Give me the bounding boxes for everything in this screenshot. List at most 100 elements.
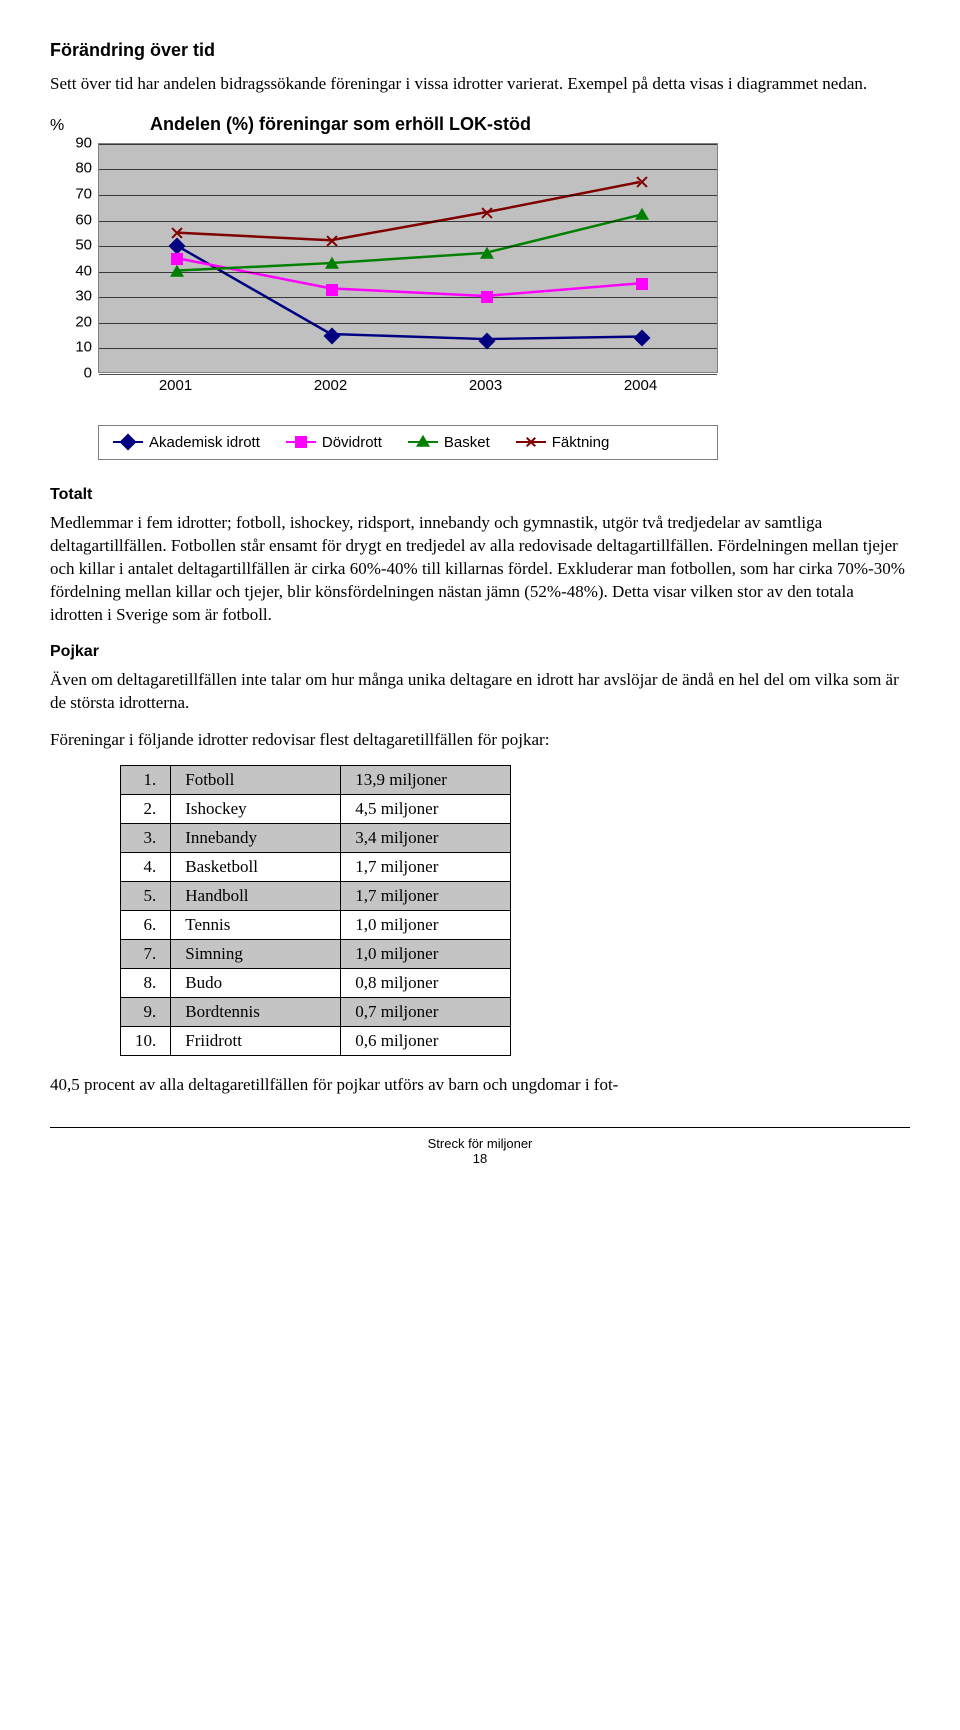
- gridline: [99, 272, 717, 273]
- plot-area: [98, 143, 718, 373]
- data-marker: [325, 234, 339, 248]
- y-tick-label: 40: [50, 262, 92, 279]
- table-cell: Fotboll: [171, 766, 341, 795]
- table-cell: 13,9 miljoner: [341, 766, 511, 795]
- chart-area: 01020304050607080902001200220032004: [50, 143, 750, 403]
- chart-title: Andelen (%) föreningar som erhöll LOK-st…: [150, 114, 531, 135]
- gridline: [99, 195, 717, 196]
- table-cell: 1,7 miljoner: [341, 882, 511, 911]
- intro-paragraph: Sett över tid har andelen bidragssökande…: [50, 73, 910, 96]
- legend-label: Basket: [444, 434, 490, 451]
- page-number: 18: [50, 1151, 910, 1166]
- table-cell: 5.: [121, 882, 171, 911]
- pojkar-lead: Föreningar i följande idrotter redovisar…: [50, 729, 910, 752]
- table-row: 5.Handboll1,7 miljoner: [121, 882, 511, 911]
- table-cell: 0,8 miljoner: [341, 969, 511, 998]
- table-cell: 1,7 miljoner: [341, 853, 511, 882]
- legend-label: Akademisk idrott: [149, 434, 260, 451]
- x-tick-label: 2003: [469, 377, 502, 394]
- table-row: 2.Ishockey4,5 miljoner: [121, 795, 511, 824]
- pojkar-table: 1.Fotboll13,9 miljoner2.Ishockey4,5 milj…: [120, 765, 511, 1056]
- table-cell: Handboll: [171, 882, 341, 911]
- x-tick-label: 2002: [314, 377, 347, 394]
- legend-item: Basket: [408, 434, 490, 451]
- table-cell: 3,4 miljoner: [341, 824, 511, 853]
- table-cell: 4.: [121, 853, 171, 882]
- y-tick-label: 70: [50, 186, 92, 203]
- table-cell: 7.: [121, 940, 171, 969]
- table-row: 4.Basketboll1,7 miljoner: [121, 853, 511, 882]
- chart-container: % Andelen (%) föreningar som erhöll LOK-…: [50, 114, 750, 460]
- y-axis-percent-label: %: [50, 117, 90, 135]
- y-tick-label: 10: [50, 339, 92, 356]
- table-cell: 2.: [121, 795, 171, 824]
- table-cell: Ishockey: [171, 795, 341, 824]
- table-cell: 1,0 miljoner: [341, 940, 511, 969]
- data-marker: [171, 253, 183, 265]
- footer-title: Streck för miljoner: [50, 1136, 910, 1151]
- table-cell: Bordtennis: [171, 998, 341, 1027]
- y-tick-label: 20: [50, 313, 92, 330]
- gridline: [99, 374, 717, 375]
- table-cell: 9.: [121, 998, 171, 1027]
- table-cell: 0,6 miljoner: [341, 1027, 511, 1056]
- table-cell: 3.: [121, 824, 171, 853]
- table-cell: 6.: [121, 911, 171, 940]
- table-row: 6.Tennis1,0 miljoner: [121, 911, 511, 940]
- data-marker: [481, 291, 493, 303]
- table-row: 3.Innebandy3,4 miljoner: [121, 824, 511, 853]
- pojkar-paragraph: Även om deltagaretillfällen inte talar o…: [50, 669, 910, 715]
- data-marker: [170, 265, 184, 277]
- data-marker: [480, 247, 494, 259]
- table-cell: 4,5 miljoner: [341, 795, 511, 824]
- legend-item: Fäktning: [516, 434, 610, 451]
- table-row: 9.Bordtennis0,7 miljoner: [121, 998, 511, 1027]
- section-heading: Förändring över tid: [50, 40, 910, 61]
- gridline: [99, 246, 717, 247]
- pojkar-heading: Pojkar: [50, 643, 910, 661]
- closing-paragraph: 40,5 procent av alla deltagaretillfällen…: [50, 1074, 910, 1097]
- table-cell: Simning: [171, 940, 341, 969]
- gridline: [99, 144, 717, 145]
- y-tick-label: 50: [50, 237, 92, 254]
- y-tick-label: 0: [50, 364, 92, 381]
- gridline: [99, 348, 717, 349]
- gridline: [99, 297, 717, 298]
- data-marker: [635, 175, 649, 189]
- x-tick-label: 2001: [159, 377, 192, 394]
- table-row: 8.Budo0,8 miljoner: [121, 969, 511, 998]
- table-cell: 8.: [121, 969, 171, 998]
- y-tick-label: 60: [50, 211, 92, 228]
- table-cell: 10.: [121, 1027, 171, 1056]
- legend-label: Dövidrott: [322, 434, 382, 451]
- chart-lines-svg: [99, 144, 717, 372]
- data-marker: [636, 278, 648, 290]
- data-marker: [635, 208, 649, 220]
- table-row: 1.Fotboll13,9 miljoner: [121, 766, 511, 795]
- data-marker: [326, 284, 338, 296]
- table-cell: 1.: [121, 766, 171, 795]
- y-tick-label: 80: [50, 160, 92, 177]
- table-cell: Budo: [171, 969, 341, 998]
- y-tick-label: 90: [50, 134, 92, 151]
- footer-rule: [50, 1127, 910, 1128]
- gridline: [99, 221, 717, 222]
- gridline: [99, 169, 717, 170]
- table-cell: Basketboll: [171, 853, 341, 882]
- y-tick-label: 30: [50, 288, 92, 305]
- table-cell: 0,7 miljoner: [341, 998, 511, 1027]
- data-marker: [170, 226, 184, 240]
- data-marker: [325, 257, 339, 269]
- table-cell: Friidrott: [171, 1027, 341, 1056]
- legend-item: Dövidrott: [286, 434, 382, 451]
- table-row: 7.Simning1,0 miljoner: [121, 940, 511, 969]
- table-cell: 1,0 miljoner: [341, 911, 511, 940]
- table-row: 10.Friidrott0,6 miljoner: [121, 1027, 511, 1056]
- table-cell: Tennis: [171, 911, 341, 940]
- chart-legend: Akademisk idrott Dövidrott Basket Fäktning: [98, 425, 718, 460]
- table-cell: Innebandy: [171, 824, 341, 853]
- gridline: [99, 323, 717, 324]
- legend-item: Akademisk idrott: [113, 434, 260, 451]
- data-marker: [480, 206, 494, 220]
- legend-label: Fäktning: [552, 434, 610, 451]
